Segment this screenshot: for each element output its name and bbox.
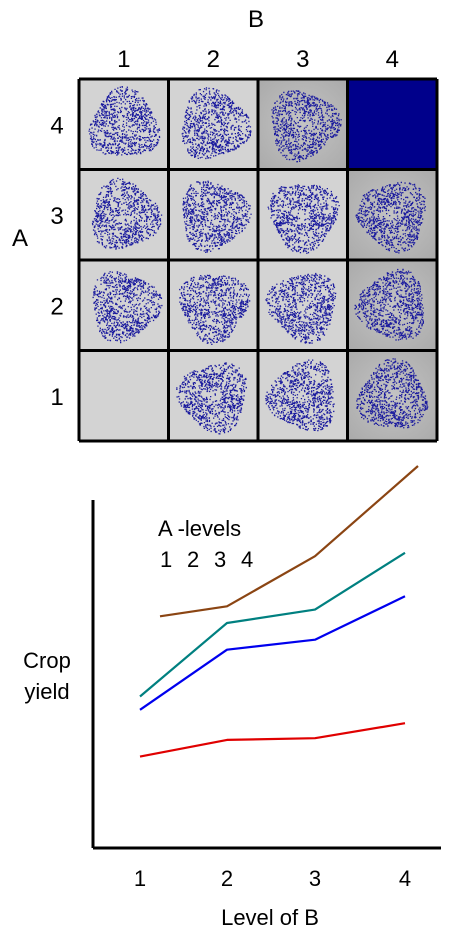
series-line-a3 <box>139 551 406 698</box>
grid-row-label: 1 <box>50 384 63 411</box>
x-tick-label: 3 <box>309 866 321 891</box>
grid-cell <box>79 260 169 351</box>
grid-row-label: 3 <box>50 203 63 230</box>
grid-column-label: 2 <box>207 46 220 73</box>
legend-title: A -levels <box>158 516 241 541</box>
x-tick-label: 4 <box>399 866 411 891</box>
y-axis-label-line2: yield <box>24 679 69 704</box>
legend-item: 2 <box>187 547 199 572</box>
grid-cell <box>347 169 437 260</box>
grid-column-label: 4 <box>386 46 399 73</box>
x-tick-label: 2 <box>221 866 233 891</box>
grid-cell <box>258 169 348 260</box>
grid-cell <box>347 79 437 170</box>
grid-cell <box>168 169 258 260</box>
field-plot-grid <box>77 77 439 443</box>
grid-cell <box>79 169 169 260</box>
y-axis-label-line1: Crop <box>23 648 71 673</box>
series-line-a1 <box>139 722 406 758</box>
legend-item: 3 <box>214 547 226 572</box>
grid-column-label: 3 <box>296 46 309 73</box>
x-tick-labels: 1 2 3 4 <box>134 866 411 891</box>
legend-item: 1 <box>160 547 172 572</box>
grid-a-title: A <box>12 225 28 252</box>
grid-cell <box>79 79 169 170</box>
grid-row-labels: 4 3 2 1 <box>50 112 63 411</box>
grid-cell <box>168 350 258 441</box>
x-tick-label: 1 <box>134 866 146 891</box>
grid-row-label: 4 <box>50 112 63 139</box>
grid-cell <box>168 79 258 170</box>
grid-b-title: B <box>248 6 264 33</box>
x-axis-label: Level of B <box>221 905 319 930</box>
grid-column-labels: 1 2 3 4 <box>117 46 399 73</box>
grid-cell <box>258 260 348 351</box>
grid-row-label: 2 <box>50 293 63 320</box>
grid-cell <box>258 350 348 441</box>
grid-cell <box>258 79 348 170</box>
grid-cell <box>347 350 437 441</box>
grid-cell <box>347 260 437 351</box>
series-lines <box>139 465 419 758</box>
grid-cell <box>168 260 258 351</box>
grid-column-label: 1 <box>117 46 130 73</box>
series-line-a2 <box>139 595 406 711</box>
legend-item: 4 <box>241 547 253 572</box>
series-line-a4 <box>159 465 419 618</box>
grid-cell <box>79 350 169 441</box>
